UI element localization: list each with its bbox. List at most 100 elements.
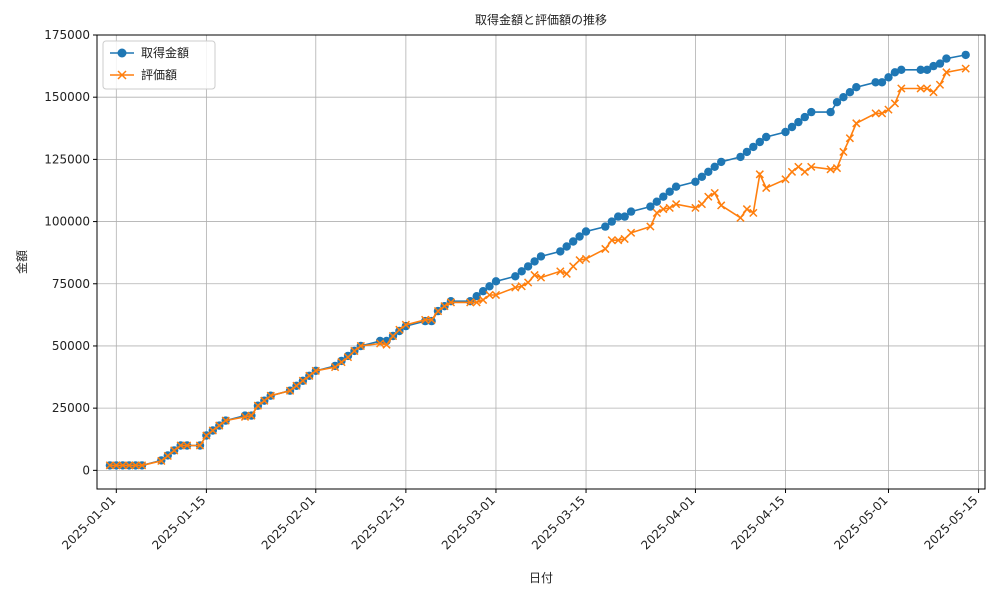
data-point (826, 165, 835, 174)
data-point (562, 269, 571, 278)
x-axis-title: 日付 (529, 571, 553, 585)
y-axis: 0 25000 50000 75000 100000 125000 150000 175000 (44, 28, 97, 477)
data-point (742, 147, 752, 157)
data-point (601, 244, 610, 254)
legend-label-valuation: 評価額 (141, 67, 177, 82)
data-point (665, 203, 674, 213)
data-point (807, 107, 816, 117)
y-tick-label: 150000 (44, 90, 90, 104)
data-point (710, 188, 719, 198)
data-point (575, 256, 584, 265)
x-tick-label: 2025-01-01 (59, 493, 118, 552)
data-point (697, 200, 707, 209)
data-point (659, 205, 668, 214)
data-point (839, 147, 848, 157)
data-point (118, 461, 127, 470)
data-point (105, 461, 115, 470)
x-tick-label: 2025-04-01 (638, 493, 697, 552)
data-point (240, 412, 250, 421)
data-point (942, 54, 951, 63)
data-point (466, 297, 475, 306)
data-point (717, 157, 726, 167)
data-point (652, 197, 661, 206)
data-point (935, 80, 945, 89)
data-point (485, 282, 494, 291)
data-point (871, 109, 880, 118)
data-point (421, 315, 430, 324)
data-point (646, 222, 655, 231)
data-point (395, 325, 404, 334)
data-point (897, 84, 906, 93)
data-point (929, 61, 938, 71)
data-point (884, 105, 893, 114)
data-point (852, 83, 861, 92)
data-point (691, 203, 700, 213)
data-point (626, 228, 636, 237)
data-point (691, 177, 700, 186)
data-point (427, 316, 436, 326)
x-tick-label: 2025-02-01 (259, 493, 318, 552)
y-tick-label: 50000 (52, 339, 90, 353)
data-point (762, 183, 771, 193)
data-point (800, 112, 809, 122)
data-point (671, 200, 681, 209)
x-tick-label: 2025-05-15 (921, 493, 980, 552)
x-tick-label: 2025-01-15 (149, 493, 208, 552)
data-point (922, 65, 932, 75)
data-point (292, 381, 301, 390)
data-point (581, 254, 591, 264)
data-point (601, 222, 610, 231)
data-point (266, 391, 275, 400)
data-point (247, 411, 256, 420)
data-point (350, 346, 359, 356)
data-point (736, 213, 745, 222)
grid (97, 34, 985, 489)
data-point (157, 456, 166, 466)
data-point (607, 236, 616, 245)
data-point (877, 78, 887, 87)
data-point (530, 270, 539, 280)
data-point (536, 252, 546, 261)
legend-marker-acquisition (117, 48, 127, 58)
x-tick-label: 2025-04-15 (728, 493, 787, 552)
data-point (260, 396, 269, 405)
data-point (253, 401, 263, 410)
data-point (401, 320, 411, 329)
data-point (569, 237, 578, 246)
y-tick-label: 75000 (52, 277, 90, 291)
data-point (478, 287, 488, 296)
legend-label-acquisition: 取得金額 (141, 45, 189, 60)
data-point (749, 142, 758, 152)
data-point (433, 307, 443, 316)
data-point (614, 236, 623, 245)
data-point (562, 242, 571, 251)
data-point (112, 461, 121, 470)
data-point (781, 175, 790, 184)
data-point (897, 65, 906, 75)
data-point (375, 339, 385, 348)
data-point (755, 170, 764, 179)
x-axis: 2025-01-01 2025-01-15 2025-02-01 2025-02-15… (59, 489, 981, 552)
data-point (787, 167, 797, 176)
legend-marker-valuation (117, 70, 127, 80)
data-point (427, 315, 436, 324)
data-point (195, 441, 205, 450)
data-point (710, 162, 719, 171)
data-point (569, 262, 578, 271)
data-point (305, 371, 314, 380)
series-0 (105, 50, 970, 470)
y-tick-label: 100000 (44, 215, 90, 229)
data-point (832, 163, 842, 173)
data-point (942, 68, 951, 77)
data-point (922, 84, 932, 93)
data-point (202, 431, 211, 440)
data-point (530, 257, 539, 266)
data-point (182, 441, 192, 450)
data-point (665, 187, 674, 196)
data-point (884, 73, 893, 82)
legend: 取得金額 評価額 (102, 40, 216, 90)
data-point (916, 84, 925, 93)
data-point (125, 461, 134, 470)
data-point (929, 88, 938, 97)
